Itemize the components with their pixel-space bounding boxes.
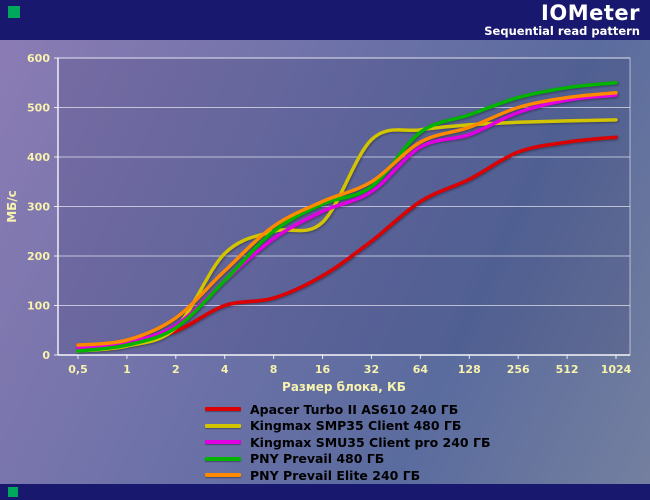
page-subtitle: Sequential read pattern xyxy=(484,24,640,38)
legend-label: Apacer Turbo II AS610 240 ГБ xyxy=(250,401,459,417)
header-bar: IOMeter Sequential read pattern xyxy=(0,0,650,40)
y-tick-label: 600 xyxy=(27,52,50,65)
x-tick-label: 1024 xyxy=(601,363,632,376)
x-tick-label: 32 xyxy=(364,363,379,376)
series-line-3 xyxy=(76,81,618,353)
legend-item: Kingmax SMU35 Client pro 240 ГБ xyxy=(205,434,650,451)
y-tick-label: 500 xyxy=(27,102,50,115)
legend-item: Kingmax SMP35 Client 480 ГБ xyxy=(205,418,650,435)
line-chart: 0 100 200 300 400 500 600 0,5 1 2 4 8 16 32 64 128 256 51… xyxy=(5,52,632,394)
y-tick-label: 300 xyxy=(27,201,50,214)
x-tick-label: 2 xyxy=(172,363,180,376)
legend-color-swatch xyxy=(205,423,241,428)
legend-item: PNY Prevail 480 ГБ xyxy=(205,451,650,468)
x-tick-label: 4 xyxy=(221,363,229,376)
x-tick-label: 8 xyxy=(270,363,278,376)
series-lines xyxy=(76,81,618,353)
page-title: IOMeter xyxy=(541,1,640,25)
legend-color-swatch xyxy=(205,407,241,412)
y-tick-label: 0 xyxy=(42,349,50,362)
legend-label: PNY Prevail 480 ГБ xyxy=(250,451,385,467)
x-tick-label: 128 xyxy=(458,363,481,376)
x-tick-label: 1 xyxy=(123,363,131,376)
y-tick-label: 200 xyxy=(27,250,50,263)
chart-area: 0 100 200 300 400 500 600 0,5 1 2 4 8 16 32 64 128 256 51… xyxy=(0,40,650,395)
footer-corner-square xyxy=(8,487,18,497)
legend-color-swatch xyxy=(205,456,241,461)
footer-bar xyxy=(0,484,650,500)
y-tick-label: 400 xyxy=(27,151,50,164)
x-tick-label: 64 xyxy=(413,363,429,376)
legend-label: Kingmax SMP35 Client 480 ГБ xyxy=(250,418,462,434)
y-axis-title: МБ/с xyxy=(5,190,19,223)
chart-legend: Apacer Turbo II AS610 240 ГБ Kingmax SMP… xyxy=(0,401,650,484)
legend-label: PNY Prevail Elite 240 ГБ xyxy=(250,467,421,483)
y-tick-label: 100 xyxy=(27,300,50,313)
legend-item: Apacer Turbo II AS610 240 ГБ xyxy=(205,401,650,418)
legend-list: Apacer Turbo II AS610 240 ГБ Kingmax SMP… xyxy=(205,401,650,484)
x-tick-label: 16 xyxy=(315,363,331,376)
legend-label: Kingmax SMU35 Client pro 240 ГБ xyxy=(250,434,491,450)
series-line-4 xyxy=(76,90,618,347)
header-corner-square xyxy=(8,6,20,18)
legend-item: PNY Prevail Elite 240 ГБ xyxy=(205,467,650,484)
x-tick-label: 256 xyxy=(507,363,530,376)
header-text: IOMeter Sequential read pattern xyxy=(484,2,640,38)
x-tick-label: 0,5 xyxy=(68,363,88,376)
series-line-2 xyxy=(76,93,618,350)
x-axis-title: Размер блока, КБ xyxy=(282,380,406,394)
legend-color-swatch xyxy=(205,473,241,478)
x-tick-label: 512 xyxy=(556,363,579,376)
legend-color-swatch xyxy=(205,440,241,445)
